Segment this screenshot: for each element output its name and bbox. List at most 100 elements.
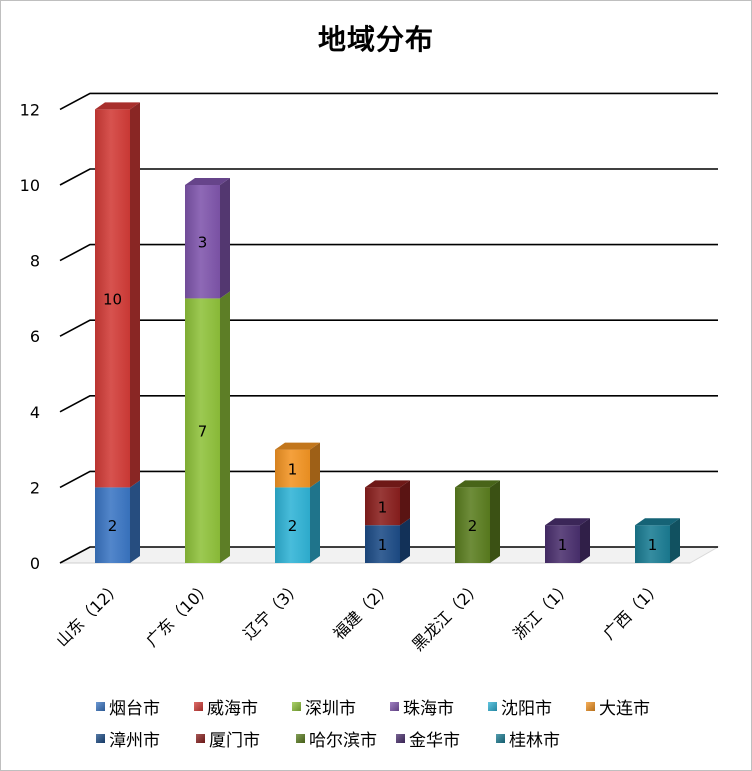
legend-label: 厦门市	[209, 730, 260, 751]
x-tick-label: 福建（2）	[329, 577, 395, 643]
bar-top	[95, 102, 140, 110]
gridline	[59, 243, 718, 262]
bar-top	[275, 442, 320, 450]
legend-label: 哈尔滨市	[309, 730, 377, 751]
y-tick-label: 2	[30, 478, 40, 497]
chart-title: 地域分布	[317, 23, 434, 56]
legend-swatch	[292, 701, 301, 711]
bar-segment: 1	[365, 480, 410, 526]
legend-swatch	[496, 733, 505, 743]
bar-front	[185, 298, 220, 563]
legend-item: 沈阳市	[488, 694, 586, 719]
legend-item: 威海市	[194, 694, 292, 719]
bar-segment: 1	[545, 518, 590, 563]
gridline	[59, 470, 718, 489]
data-label: 2	[108, 517, 118, 535]
legend-item: 深圳市	[292, 694, 390, 719]
bar-segment: 1	[635, 518, 680, 563]
bar-front	[275, 487, 310, 563]
x-tick-label: 山东（12）	[52, 577, 125, 650]
data-label: 10	[103, 290, 122, 308]
data-label: 3	[198, 234, 208, 252]
data-label: 2	[468, 517, 478, 535]
gridline	[59, 168, 718, 186]
bar-top	[365, 480, 410, 488]
bar-front	[455, 487, 490, 563]
bar-front	[95, 109, 130, 488]
y-tick-label: 8	[30, 252, 40, 271]
gridline	[59, 394, 718, 413]
legend-label: 沈阳市	[501, 698, 552, 719]
legend-item: 桂林市	[496, 726, 596, 751]
legend-item: 大连市	[586, 694, 684, 719]
bar-front	[95, 487, 130, 563]
bar-top	[545, 518, 590, 526]
bars: 2 10 7 3 2 1 1 1 2 1 1	[95, 102, 680, 563]
y-tick-label: 6	[30, 327, 40, 346]
legend-swatch	[96, 701, 105, 711]
bar-segment: 1	[275, 442, 320, 488]
bar-front	[635, 525, 670, 563]
bar-side	[670, 518, 680, 563]
legend-label: 桂林市	[509, 730, 560, 751]
bar-front	[365, 525, 400, 563]
legend-swatch	[390, 701, 399, 711]
bar-segment: 10	[95, 102, 140, 488]
data-label: 1	[648, 536, 658, 554]
x-tick-label: 广东（10）	[142, 577, 215, 650]
bar-segment: 3	[185, 178, 230, 299]
y-tick-label: 4	[30, 403, 40, 422]
gridline	[59, 546, 718, 564]
legend-item: 漳州市	[96, 726, 196, 751]
legend-swatch	[194, 701, 203, 711]
bar-segment: 1	[365, 518, 410, 563]
bar-top	[455, 480, 500, 488]
bar-side	[220, 178, 230, 299]
bar-side	[310, 442, 320, 488]
legend-label: 烟台市	[109, 698, 160, 719]
bar-top	[635, 518, 680, 526]
bar-segment: 2	[95, 480, 140, 563]
y-tick-label: 10	[20, 176, 40, 195]
gridline	[59, 319, 718, 337]
x-axis-labels: 山东（12） 广东（10） 辽宁（3） 福建（2） 黑龙江（2） 浙江（1） 广西（1）	[52, 577, 665, 654]
data-label: 1	[288, 461, 298, 479]
bar-front	[365, 487, 400, 526]
bar-segment: 2	[275, 480, 320, 563]
gridline	[59, 92, 718, 111]
bar-side	[400, 518, 410, 563]
legend-label: 威海市	[207, 698, 258, 719]
legend-swatch	[586, 701, 595, 711]
legend: 烟台市 威海市 深圳市 珠海市 沈阳市 大连市漳州市 厦门市 哈尔滨市 金华市 桂林市	[96, 694, 716, 751]
data-label: 1	[558, 536, 568, 554]
x-tick-label: 黑龙江（2）	[408, 577, 485, 654]
x-tick-label: 辽宁（3）	[239, 577, 305, 643]
legend-label: 漳州市	[109, 730, 160, 751]
data-label: 7	[198, 423, 208, 441]
legend-item: 烟台市	[96, 694, 194, 719]
legend-swatch	[488, 701, 497, 711]
bar-segment: 2	[455, 480, 500, 563]
bar-front	[545, 525, 580, 563]
y-tick-label: 0	[30, 554, 40, 573]
y-axis-ticks: 0 2 4 6 8 10 12	[20, 100, 40, 573]
legend-swatch	[296, 733, 305, 743]
bar-front	[185, 185, 220, 299]
data-label: 1	[378, 498, 388, 516]
legend-item: 珠海市	[390, 694, 488, 719]
bar-side	[580, 518, 590, 563]
bar-segment: 7	[185, 291, 230, 563]
legend-label: 大连市	[599, 698, 650, 719]
data-label: 1	[378, 536, 388, 554]
legend-item: 哈尔滨市	[296, 726, 396, 751]
legend-label: 金华市	[409, 730, 460, 751]
bar-front	[275, 449, 310, 488]
legend-label: 珠海市	[403, 698, 454, 719]
bar-side	[490, 480, 500, 563]
x-tick-label: 浙江（1）	[509, 577, 575, 643]
bar-side	[220, 291, 230, 563]
y-tick-label: 12	[20, 100, 40, 119]
legend-swatch	[196, 733, 205, 743]
legend-swatch	[396, 733, 405, 743]
